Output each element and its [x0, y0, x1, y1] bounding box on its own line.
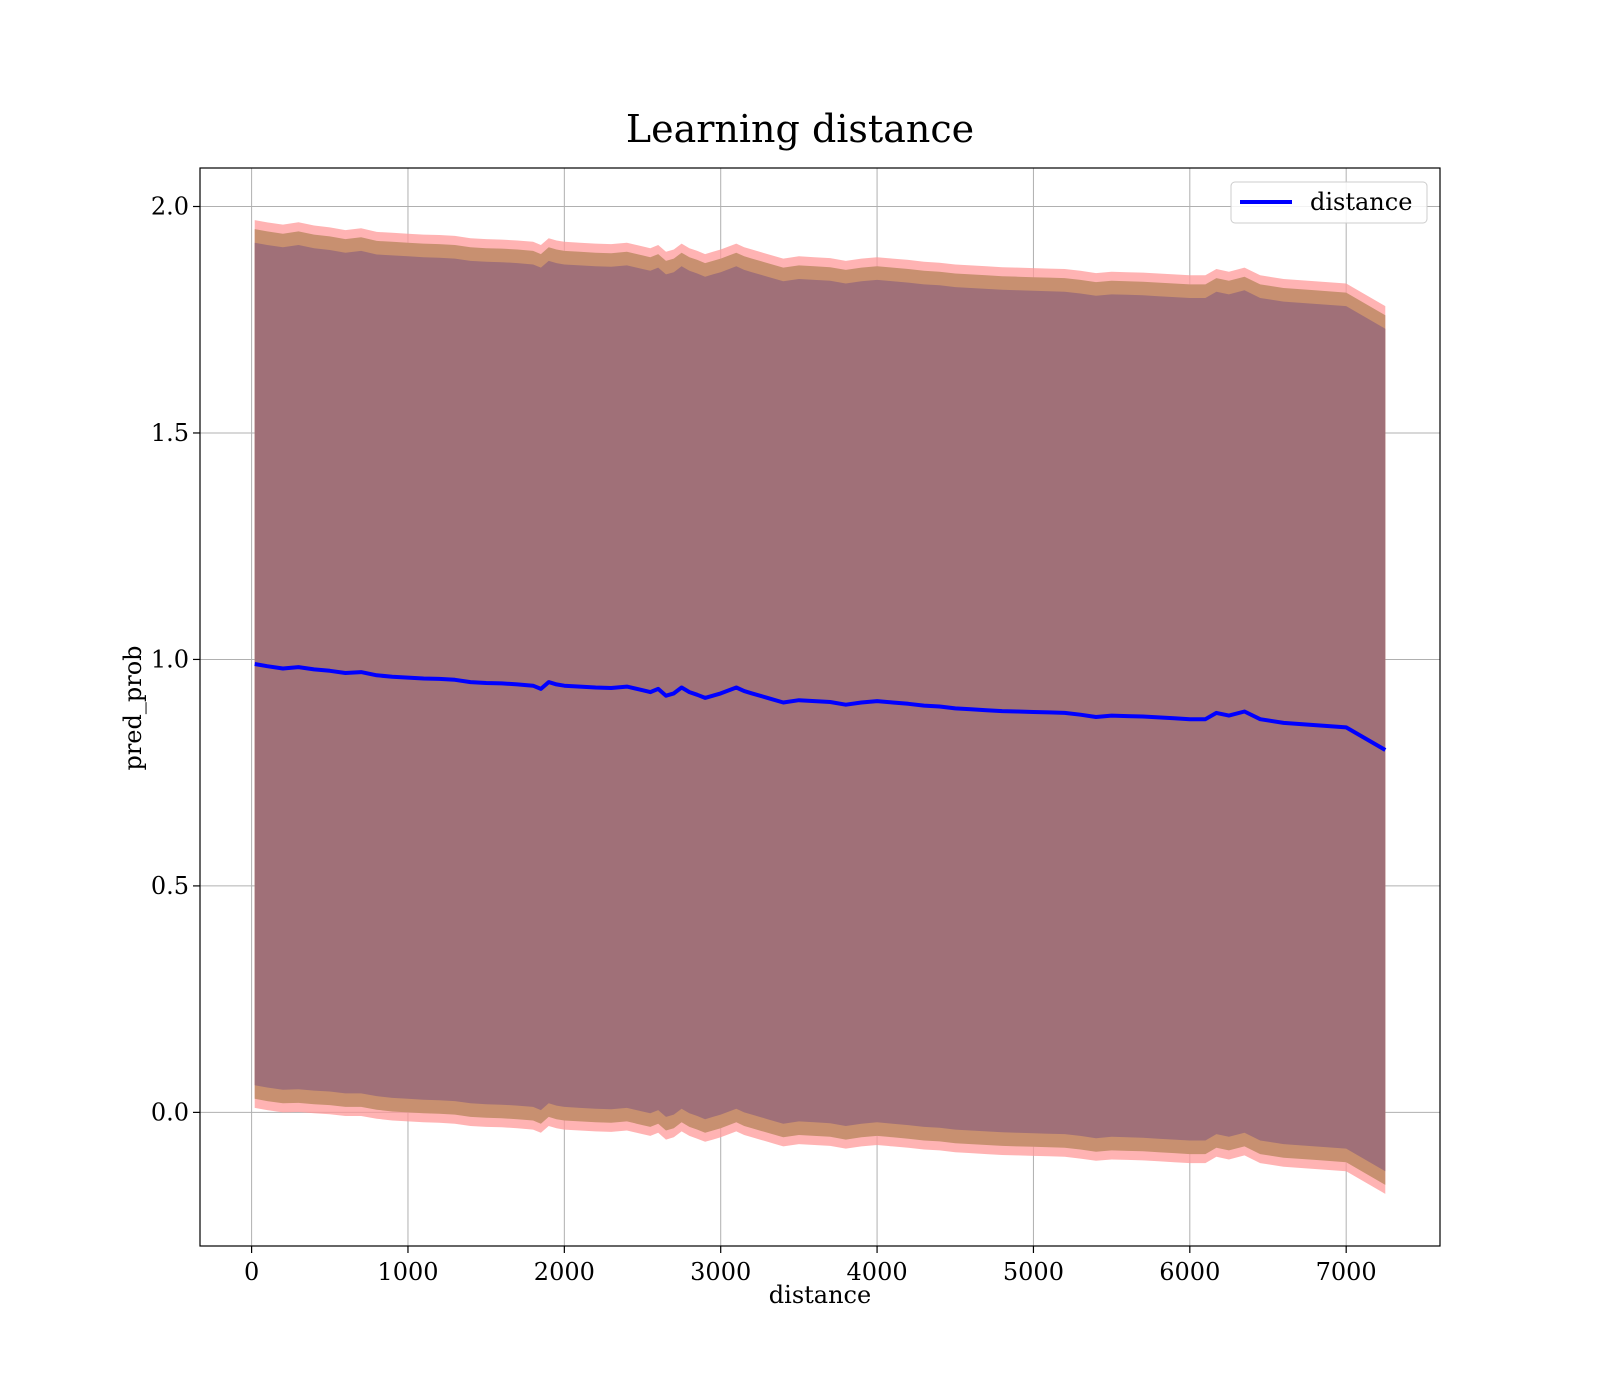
- x-tick-label-2: 2000: [534, 1258, 595, 1286]
- x-tick-label-1: 1000: [377, 1258, 438, 1286]
- legend-label-distance: distance: [1310, 188, 1412, 216]
- y-axis-label: pred_prob: [119, 645, 147, 770]
- x-tick-label-7: 7000: [1316, 1258, 1377, 1286]
- y-tick-label-4: 2.0: [151, 193, 189, 221]
- axes-frame: [199, 167, 1441, 1247]
- chart-title: Learning distance: [626, 107, 974, 151]
- y-tick-label-0: 0.0: [151, 1098, 189, 1126]
- x-tick-label-3: 3000: [690, 1258, 751, 1286]
- legend-box: [1230, 181, 1428, 224]
- y-tick-label-1: 0.5: [151, 872, 189, 900]
- legend: distance: [1230, 181, 1428, 224]
- band-inner: [254, 242, 1386, 1172]
- x-tick-label-6: 6000: [1159, 1258, 1220, 1286]
- x-axis-label: distance: [769, 1281, 871, 1309]
- x-tick-label-4: 4000: [847, 1258, 908, 1286]
- x-tick-label-5: 5000: [1003, 1258, 1064, 1286]
- y-tick-label-2: 1.0: [151, 645, 189, 673]
- plot-area: 0 1000 2000 3000 4000 5000 6000 7000 0.0 0.5 1.0 1.…: [151, 167, 1441, 1286]
- series-line-distance: [254, 662, 1387, 752]
- x-tick-label-0: 0: [244, 1258, 259, 1286]
- y-tick-label-3: 1.5: [151, 419, 189, 447]
